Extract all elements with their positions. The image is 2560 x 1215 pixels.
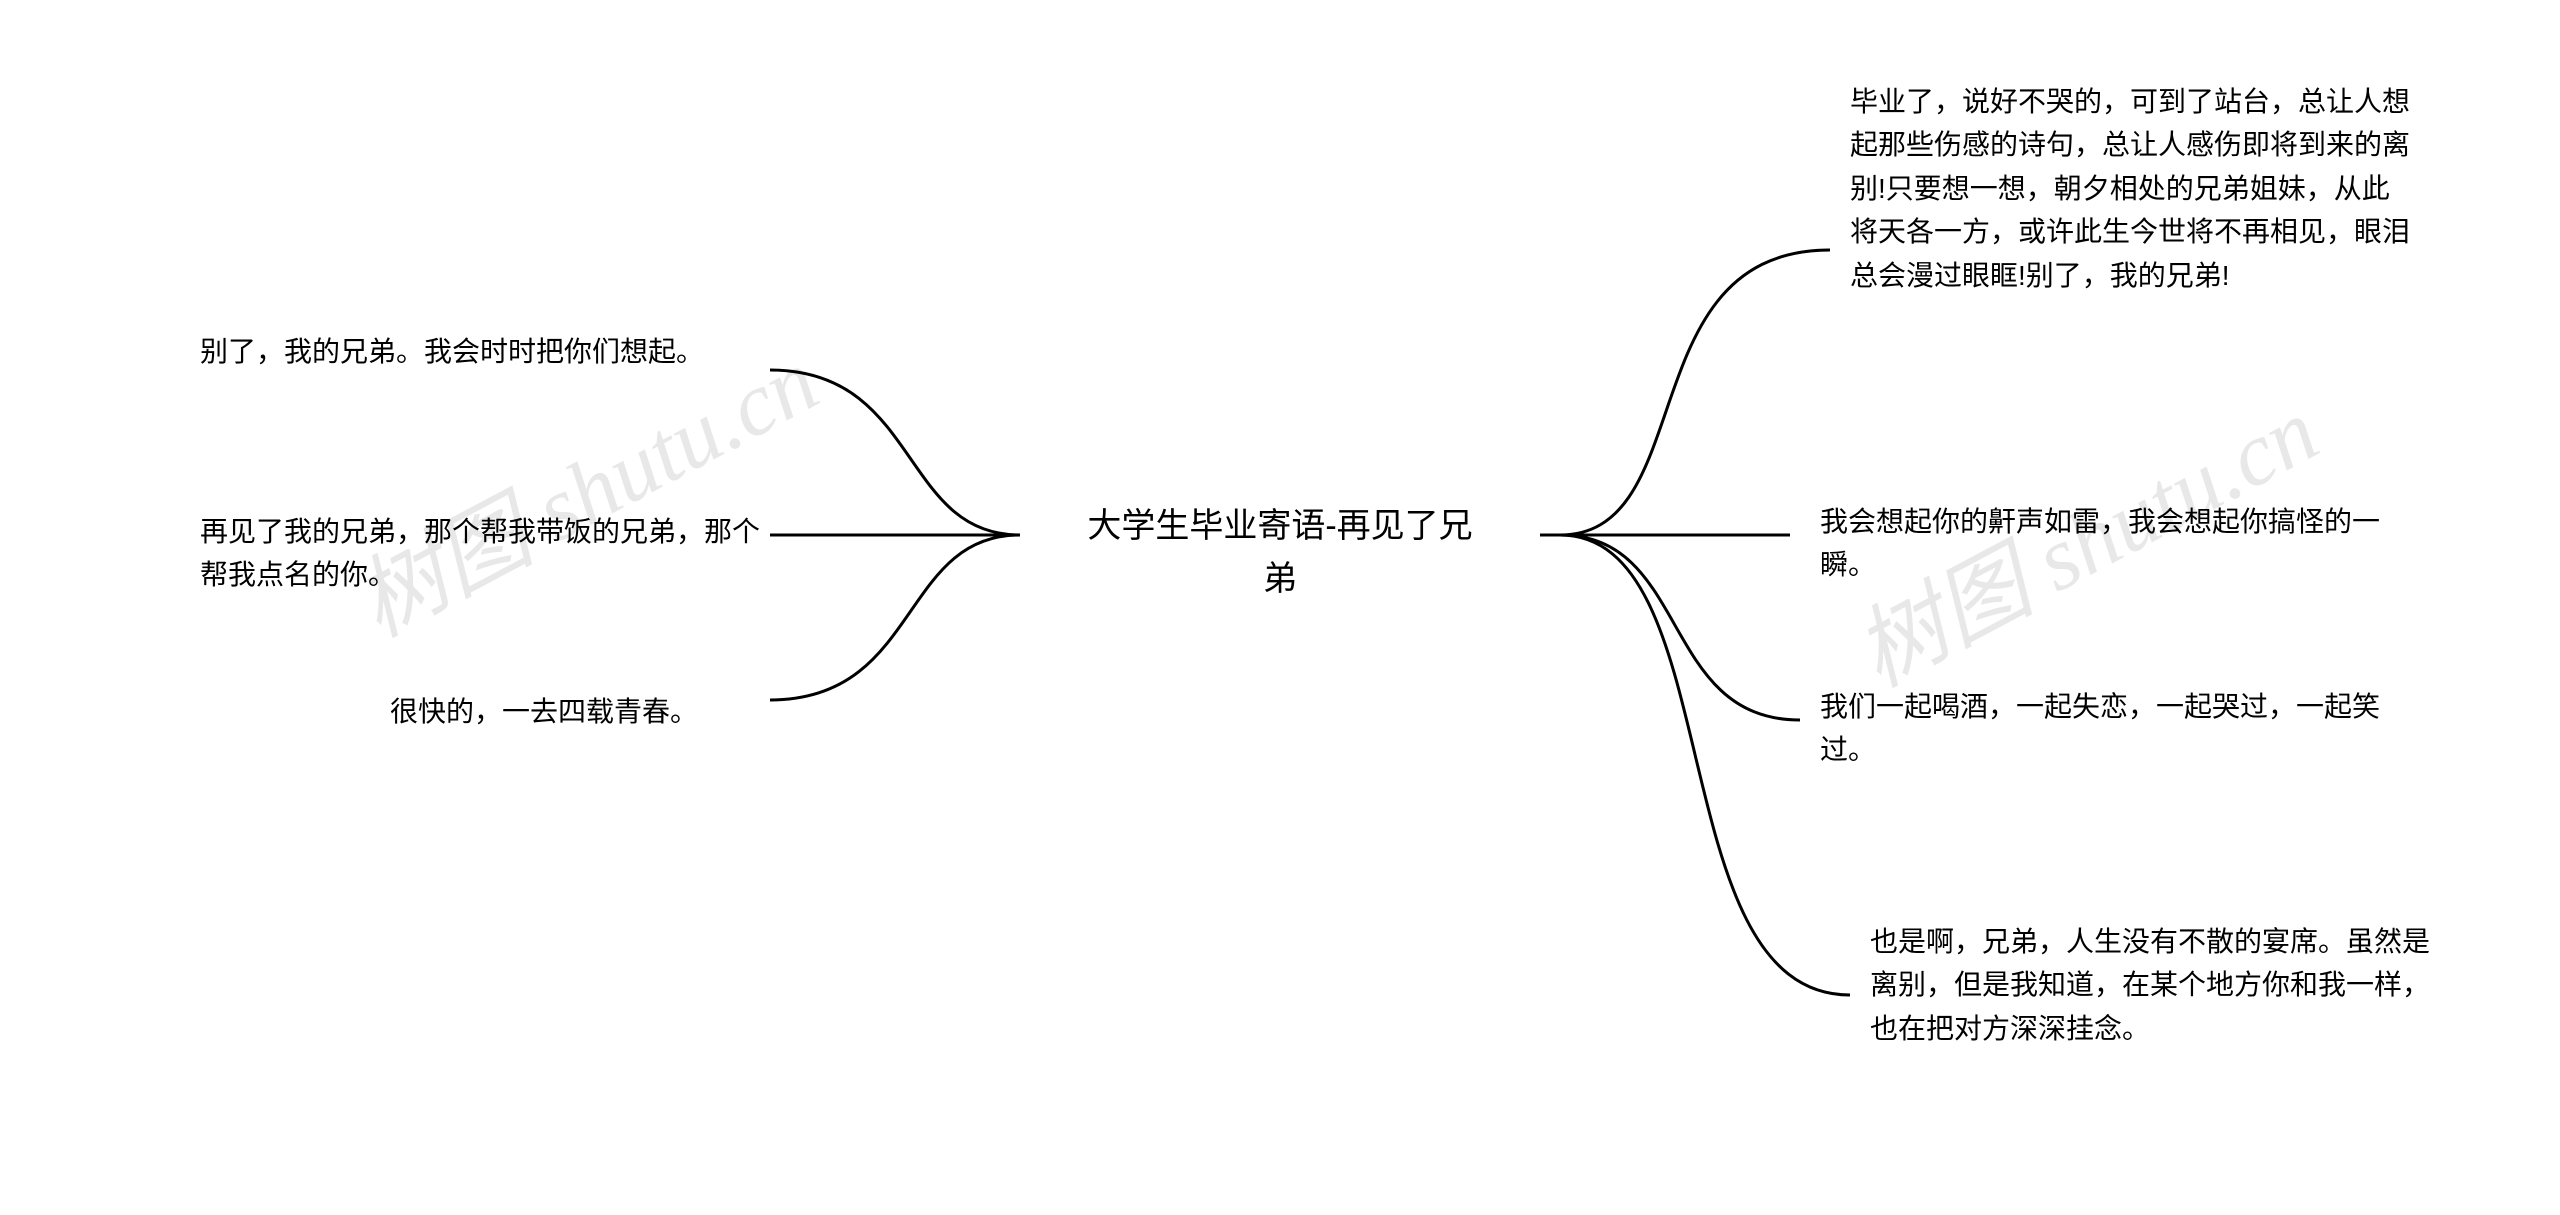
left-branch-0: 别了，我的兄弟。我会时时把你们想起。	[200, 330, 760, 373]
left-branch-2: 很快的，一去四载青春。	[390, 690, 790, 733]
right-branch-3: 也是啊，兄弟，人生没有不散的宴席。虽然是离别，但是我知道，在某个地方你和我一样，…	[1870, 920, 2430, 1050]
right-branch-2: 我们一起喝酒，一起失恋，一起哭过，一起笑过。	[1820, 685, 2380, 772]
mindmap-center: 大学生毕业寄语-再见了兄 弟	[1040, 500, 1520, 605]
right-branch-1: 我会想起你的鼾声如雷，我会想起你搞怪的一瞬。	[1820, 500, 2380, 587]
center-line1: 大学生毕业寄语-再见了兄	[1087, 507, 1472, 545]
left-branch-1: 再见了我的兄弟，那个帮我带饭的兄弟，那个帮我点名的你。	[200, 510, 760, 597]
center-line2: 弟	[1263, 560, 1297, 598]
right-branch-0: 毕业了，说好不哭的，可到了站台，总让人想起那些伤感的诗句，总让人感伤即将到来的离…	[1850, 80, 2410, 297]
